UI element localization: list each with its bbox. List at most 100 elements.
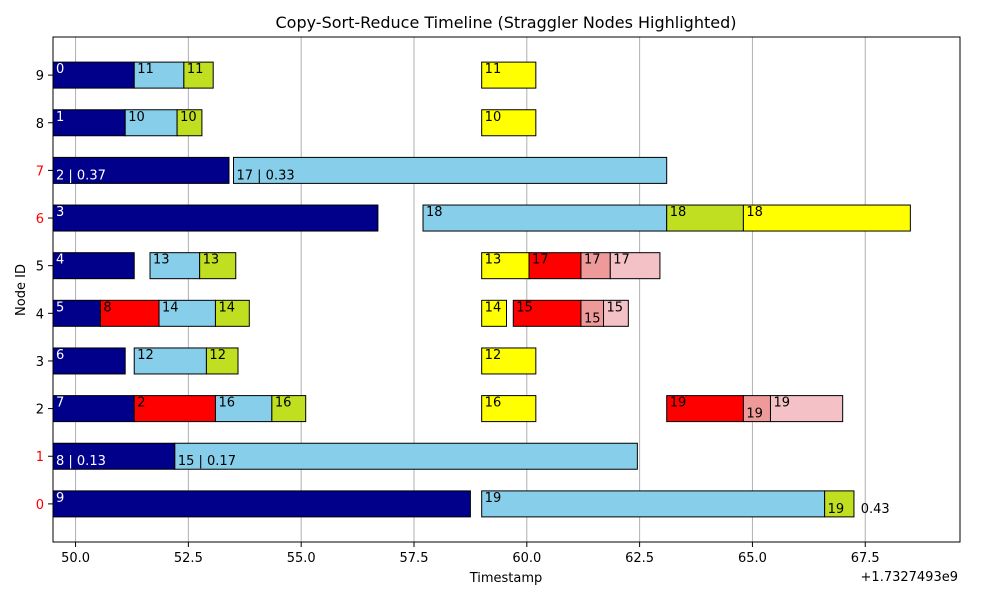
bar-segment-label: 16 bbox=[275, 396, 292, 411]
timeline-bar-segment bbox=[481, 347, 537, 375]
bar-segment-label: 13 bbox=[153, 253, 170, 268]
timeline-bar-segment bbox=[742, 204, 911, 232]
timeline-bar-segment bbox=[481, 252, 530, 280]
timeline-bar-segment bbox=[158, 299, 216, 327]
bar-segment-label: 15 bbox=[516, 300, 533, 315]
timeline-bar-segment bbox=[176, 109, 203, 137]
bar-segment-label: 18 bbox=[426, 205, 443, 220]
x-axis: 50.0 52.5 55.0 57.5 60.0 62.5 65.0 67.5 bbox=[61, 542, 880, 566]
x-tick-label: 55.0 bbox=[287, 551, 316, 566]
bar-segment-label: 19 bbox=[670, 396, 687, 411]
timeline-bar-segment bbox=[609, 252, 661, 280]
timeline-bar-segment bbox=[271, 395, 307, 423]
timeline-bar-segment bbox=[824, 490, 855, 518]
y-tick-label: 5 bbox=[36, 260, 44, 275]
bar-segment-label: 10 bbox=[485, 110, 502, 125]
timeline-bar-segment bbox=[666, 204, 744, 232]
y-tick-label: 1 bbox=[36, 450, 44, 465]
y-tick-label: 2 bbox=[36, 403, 44, 418]
bar-segment-label: 6 bbox=[56, 348, 64, 363]
timeline-bar-segment bbox=[52, 204, 379, 232]
timeline-bar-segment bbox=[481, 299, 507, 327]
timeline-bar-segment bbox=[769, 395, 844, 423]
y-tick-label: 4 bbox=[36, 307, 44, 322]
timeline-bar-segment bbox=[528, 252, 582, 280]
timeline-bar-segment bbox=[603, 299, 629, 327]
timeline-bar-segment bbox=[580, 252, 611, 280]
x-tick-label: 60.0 bbox=[512, 551, 541, 566]
bar-segment-label: 15 bbox=[584, 311, 601, 326]
bar-segment-label: 5 bbox=[56, 300, 64, 315]
bar-segment-label: 12 bbox=[485, 348, 502, 363]
bar-segment-label: 11 bbox=[485, 62, 502, 77]
bar-segment-label: 14 bbox=[162, 300, 179, 315]
bar-segment-label: 12 bbox=[209, 348, 226, 363]
timeline-bar-segment bbox=[481, 61, 537, 89]
x-tick-label: 57.5 bbox=[400, 551, 429, 566]
x-tick-label: 65.0 bbox=[738, 551, 767, 566]
bar-segment-label: 14 bbox=[218, 300, 235, 315]
bar-segment-label: 19 bbox=[746, 407, 763, 422]
bar-segment-label: 18 bbox=[746, 205, 763, 220]
timeline-bar-segment bbox=[52, 299, 101, 327]
timeline-bar-segment bbox=[512, 299, 582, 327]
bar-labels: 0 11 11 111 10 10 102 | 0.37 17 | 0.333 18 18 184 1… bbox=[56, 62, 890, 517]
bar-segment-label: 17 bbox=[584, 253, 601, 268]
x-tick-label: 52.5 bbox=[174, 551, 203, 566]
bar-segment-label: 17 | 0.33 bbox=[236, 168, 294, 183]
bar-segment-label: 19 bbox=[485, 491, 502, 506]
bar-segment-label: 11 bbox=[187, 62, 204, 77]
bar-segment-label: 19 bbox=[828, 502, 845, 517]
timeline-bar-segment bbox=[422, 204, 668, 232]
bar-segment-label: 17 bbox=[532, 253, 549, 268]
bar-segment-label: 12 bbox=[137, 348, 154, 363]
bar-segment-label: 14 bbox=[485, 300, 502, 315]
x-tick-label: 67.5 bbox=[851, 551, 880, 566]
y-tick-label: 7 bbox=[36, 164, 44, 179]
bar-segment-label: 17 bbox=[613, 253, 630, 268]
bar-segment-label: 15 | 0.17 bbox=[178, 454, 236, 469]
timeline-bar-segment bbox=[232, 156, 668, 184]
timeline-bar-segment bbox=[52, 109, 126, 137]
y-tick-label: 8 bbox=[36, 117, 44, 132]
bar-segment-label: 8 bbox=[103, 300, 111, 315]
y-tick-label: 3 bbox=[36, 355, 44, 370]
bar-segment-label: 2 | 0.37 bbox=[56, 168, 106, 183]
bar-segment-label: 4 bbox=[56, 253, 64, 268]
bar-segment-label: 10 bbox=[180, 110, 197, 125]
bar-segment-label: 3 bbox=[56, 205, 64, 220]
bar-segment-label: 9 bbox=[56, 491, 64, 506]
timeline-bar-segment bbox=[214, 395, 273, 423]
timeline-bar-segment bbox=[149, 252, 201, 280]
timeline-bars bbox=[52, 61, 911, 518]
timeline-bar-segment bbox=[214, 299, 250, 327]
bar-segment-label: 16 bbox=[218, 396, 235, 411]
timeline-bar-segment bbox=[199, 252, 237, 280]
timeline-bar-segment bbox=[174, 442, 638, 470]
timeline-bar-segment bbox=[183, 61, 214, 89]
x-tick-label: 62.5 bbox=[625, 551, 654, 566]
chart-title: Copy-Sort-Reduce Timeline (Straggler Nod… bbox=[275, 13, 736, 32]
bar-segment-label: 0 bbox=[56, 62, 64, 77]
x-axis-label: Timestamp bbox=[469, 571, 543, 586]
y-tick-label: 0 bbox=[36, 498, 44, 513]
bar-segment-label: 18 bbox=[670, 205, 687, 220]
bar-segment-label: 7 bbox=[56, 396, 64, 411]
bar-segment-label: 15 bbox=[607, 300, 624, 315]
bar-segment-label: 10 bbox=[128, 110, 145, 125]
timeline-bar-segment bbox=[133, 395, 216, 423]
timeline-bar-segment bbox=[481, 490, 826, 518]
bar-segment-label: 8 | 0.13 bbox=[56, 454, 106, 469]
timeline-bar-segment bbox=[52, 490, 471, 518]
y-axis-label: Node ID bbox=[14, 264, 29, 316]
plot-frame bbox=[52, 36, 961, 543]
timeline-bar-segment bbox=[481, 395, 537, 423]
x-axis-offset-label: +1.7327493e9 bbox=[861, 570, 958, 585]
timeline-bar-segment bbox=[481, 109, 537, 137]
timeline-bar-segment bbox=[133, 61, 185, 89]
timeline-bar-segment bbox=[205, 347, 239, 375]
timeline-bar-segment bbox=[99, 299, 160, 327]
y-axis: 0 1 2 3 4 5 6 7 8 9 bbox=[36, 69, 53, 513]
